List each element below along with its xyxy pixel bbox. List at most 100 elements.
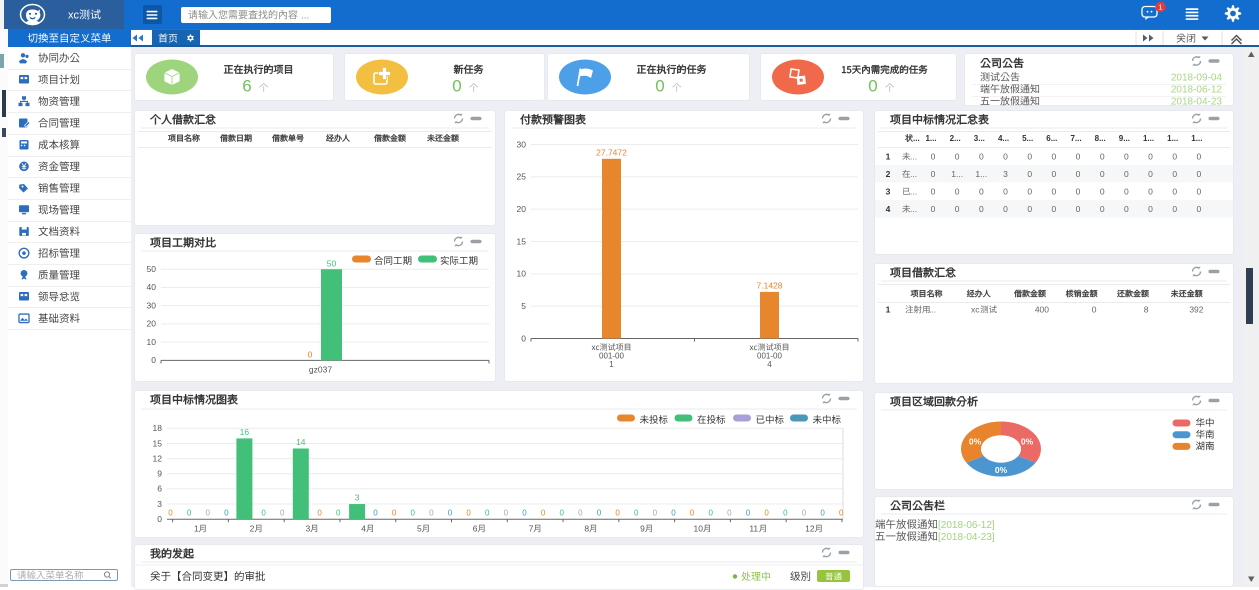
svg-text:5: 5 xyxy=(521,301,526,311)
svg-text:4: 4 xyxy=(886,204,891,214)
svg-text:0: 0 xyxy=(783,509,788,518)
svg-text:0: 0 xyxy=(224,509,229,518)
svg-text:5: 5 xyxy=(417,524,422,534)
svg-text:0: 0 xyxy=(1197,187,1202,197)
svg-text:0: 0 xyxy=(979,204,984,214)
svg-text:0: 0 xyxy=(634,509,639,518)
svg-text:0: 0 xyxy=(1197,169,1202,179)
svg-text:0: 0 xyxy=(1100,169,1105,179)
svg-text:1...: 1... xyxy=(1191,134,1202,143)
svg-text:9: 9 xyxy=(157,469,162,479)
svg-text:0: 0 xyxy=(1003,187,1008,197)
svg-text:1: 1 xyxy=(886,305,891,315)
svg-text:...: ... xyxy=(910,187,917,197)
svg-text:27.7472: 27.7472 xyxy=(596,148,627,158)
svg-text:0: 0 xyxy=(764,509,769,518)
svg-text:0%: 0% xyxy=(969,437,982,447)
svg-text:0: 0 xyxy=(1172,152,1177,162)
svg-text:0: 0 xyxy=(452,77,461,96)
svg-text:0: 0 xyxy=(280,509,285,518)
svg-text:0: 0 xyxy=(955,187,960,197)
svg-text:[2018-06-12]: [2018-06-12] xyxy=(938,520,995,531)
svg-text:1: 1 xyxy=(194,524,199,534)
svg-text:0: 0 xyxy=(1100,187,1105,197)
svg-text:9: 9 xyxy=(640,524,645,534)
svg-text:1...: 1... xyxy=(975,169,987,179)
svg-text:0: 0 xyxy=(1003,204,1008,214)
svg-text:0: 0 xyxy=(671,509,676,518)
svg-text:0: 0 xyxy=(1076,152,1081,162)
svg-text:0: 0 xyxy=(261,509,266,518)
svg-text:0: 0 xyxy=(931,169,936,179)
svg-text:3: 3 xyxy=(157,499,162,509)
svg-text:0: 0 xyxy=(1172,204,1177,214)
svg-text:0: 0 xyxy=(151,355,156,365)
svg-text:0: 0 xyxy=(1051,204,1056,214)
svg-text:16: 16 xyxy=(240,427,250,437)
svg-text:1...: 1... xyxy=(925,134,936,143)
svg-text:0: 0 xyxy=(448,509,453,518)
svg-text:0: 0 xyxy=(1003,152,1008,162)
svg-text:gz037: gz037 xyxy=(309,365,332,375)
svg-text:0: 0 xyxy=(955,204,960,214)
svg-text:2018-06-12: 2018-06-12 xyxy=(1171,85,1223,96)
svg-text:7: 7 xyxy=(529,524,534,534)
svg-text:3: 3 xyxy=(305,524,310,534)
svg-text:40: 40 xyxy=(147,282,157,292)
svg-text:0: 0 xyxy=(1172,169,1177,179)
svg-text:7...: 7... xyxy=(1070,134,1081,143)
svg-text:5...: 5... xyxy=(1022,134,1033,143)
svg-text:0: 0 xyxy=(1092,305,1097,315)
svg-text:4: 4 xyxy=(767,360,772,369)
svg-text:0: 0 xyxy=(820,509,825,518)
svg-text:0: 0 xyxy=(931,204,936,214)
svg-text:8: 8 xyxy=(1144,305,1149,315)
svg-text:392: 392 xyxy=(1189,305,1203,315)
svg-text:0: 0 xyxy=(709,509,714,518)
svg-text:...: ... xyxy=(910,169,917,179)
svg-text:12: 12 xyxy=(805,524,815,534)
svg-text:0: 0 xyxy=(1076,169,1081,179)
svg-text:6: 6 xyxy=(242,77,251,96)
svg-text:0: 0 xyxy=(979,152,984,162)
svg-text:0: 0 xyxy=(1197,152,1202,162)
svg-text:0: 0 xyxy=(746,509,751,518)
svg-text:2: 2 xyxy=(886,169,891,179)
svg-text:0: 0 xyxy=(931,152,936,162)
svg-text:0: 0 xyxy=(1100,204,1105,214)
svg-text:0: 0 xyxy=(1148,204,1153,214)
svg-text:0%: 0% xyxy=(1021,437,1034,447)
svg-text:2...: 2... xyxy=(950,134,961,143)
svg-text:6: 6 xyxy=(473,524,478,534)
svg-text:30: 30 xyxy=(147,300,157,310)
svg-text:8...: 8... xyxy=(1095,134,1106,143)
svg-text:0: 0 xyxy=(1172,187,1177,197)
svg-text:0: 0 xyxy=(1148,169,1153,179)
svg-text:1: 1 xyxy=(609,360,614,369)
svg-text:0: 0 xyxy=(466,509,471,518)
svg-text:3: 3 xyxy=(1003,169,1008,179)
svg-text:0: 0 xyxy=(1124,169,1129,179)
svg-text:0: 0 xyxy=(429,509,434,518)
svg-text:...: ... xyxy=(913,134,920,143)
svg-text:4: 4 xyxy=(361,524,366,534)
svg-text:6...: 6... xyxy=(1046,134,1057,143)
svg-text:400: 400 xyxy=(1035,305,1049,315)
svg-text:1: 1 xyxy=(886,152,891,162)
svg-text:0: 0 xyxy=(979,187,984,197)
svg-text:0: 0 xyxy=(653,509,658,518)
svg-text:0: 0 xyxy=(802,509,807,518)
svg-text:0: 0 xyxy=(157,514,162,524)
svg-text:0: 0 xyxy=(1100,152,1105,162)
svg-text:0: 0 xyxy=(541,509,546,518)
svg-text:0: 0 xyxy=(1051,169,1056,179)
svg-text:0: 0 xyxy=(597,509,602,518)
svg-text:1...: 1... xyxy=(1143,134,1154,143)
svg-text:...: ... xyxy=(301,10,309,21)
svg-text:14: 14 xyxy=(296,437,306,447)
svg-text:10: 10 xyxy=(517,269,527,279)
svg-text:6: 6 xyxy=(157,484,162,494)
svg-text:15: 15 xyxy=(153,438,163,448)
svg-text:0: 0 xyxy=(1197,204,1202,214)
svg-text:0: 0 xyxy=(839,509,844,518)
